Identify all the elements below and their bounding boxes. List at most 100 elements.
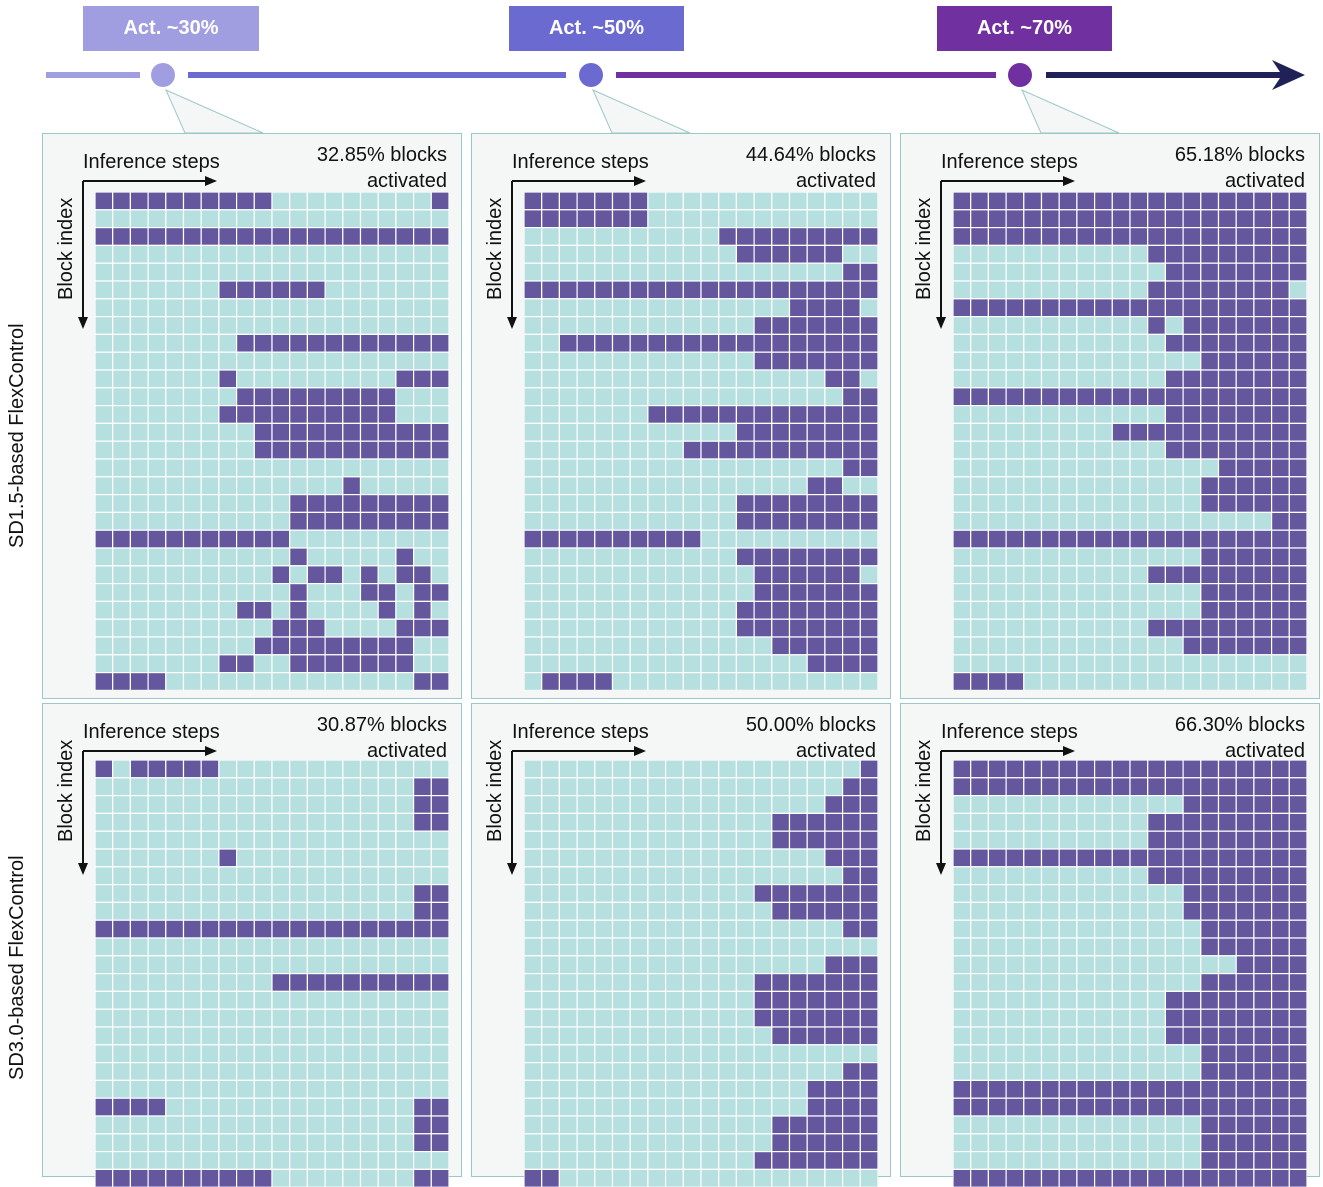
grid-cell [413, 1026, 432, 1046]
grid-cell [682, 1079, 702, 1099]
grid-cell [253, 1079, 273, 1099]
grid-cell [788, 1115, 808, 1135]
grid-cell [289, 600, 308, 620]
grid-cell [430, 192, 449, 211]
grid-cell [824, 1008, 844, 1028]
grid-cell [842, 937, 861, 957]
grid-cell [430, 1062, 449, 1082]
grid-cell [306, 529, 326, 549]
grid-cell [1076, 901, 1096, 921]
grid-cell [629, 636, 649, 656]
grid-cell [718, 192, 737, 211]
grid-cell [842, 547, 861, 567]
grid-cell [806, 600, 826, 620]
grid-cell [970, 990, 990, 1010]
grid-cell [735, 1044, 755, 1064]
grid-cell [753, 476, 773, 496]
grid-cell [1023, 458, 1043, 478]
grid-cell [1005, 440, 1025, 460]
grid-cell [129, 262, 149, 282]
axis-arrows [507, 746, 646, 875]
grid-cell [289, 351, 308, 371]
grid-cell [95, 618, 114, 638]
grid-cell [987, 226, 1007, 246]
grid-cell [735, 333, 755, 353]
grid-cell [842, 565, 861, 585]
grid-cell [182, 1151, 202, 1171]
grid-cell [1271, 883, 1290, 903]
grid-cell [1058, 1008, 1078, 1028]
grid-cell [1111, 405, 1131, 425]
grid-cell [682, 919, 702, 939]
grid-cell [970, 1079, 990, 1099]
grid-cell [218, 1168, 238, 1187]
grid-cell [165, 315, 185, 335]
grid-cell [253, 955, 273, 975]
grid-cell [629, 1026, 649, 1046]
grid-cell [342, 315, 362, 335]
grid-cell [629, 476, 649, 496]
grid-cell [700, 973, 720, 993]
grid-cell [1111, 511, 1131, 531]
grid-cell [413, 298, 432, 318]
grid-cell [1023, 244, 1043, 264]
grid-cell [395, 1115, 415, 1135]
grid-cell [1111, 387, 1131, 407]
grid-cell [147, 440, 167, 460]
grid-cell [524, 583, 543, 603]
grid-cell [611, 654, 631, 674]
grid-cell [1111, 262, 1131, 282]
grid-cell [395, 565, 415, 585]
grid-cell [236, 883, 255, 903]
grid-cell [324, 192, 344, 211]
grid-cell [629, 955, 649, 975]
grid-cell [1040, 1008, 1060, 1028]
grid-cell [788, 1026, 808, 1046]
grid-cell [1129, 866, 1149, 886]
grid-cell [806, 618, 826, 638]
grid-cell [1235, 1133, 1255, 1153]
grid-cell [953, 387, 972, 407]
grid-cell [129, 600, 149, 620]
grid-cell [611, 333, 631, 353]
grid-cell [112, 583, 132, 603]
grid-cell [395, 387, 415, 407]
grid-cell [970, 636, 990, 656]
grid-cell [1023, 1097, 1043, 1117]
grid-cell [236, 973, 255, 993]
grid-cell [576, 618, 596, 638]
grid-cell [253, 298, 273, 318]
grid-cell [306, 866, 326, 886]
grid-cell [665, 440, 684, 460]
grid-cell [859, 919, 878, 939]
grid-cell [271, 600, 291, 620]
grid-cell [413, 618, 432, 638]
grid-cell [1040, 280, 1060, 300]
grid-cell [753, 565, 773, 585]
grid-cell [1040, 511, 1060, 531]
grid-cell [1023, 226, 1043, 246]
grid-cell [129, 1097, 149, 1117]
grid-cell [558, 244, 578, 264]
grid-cell [430, 405, 449, 425]
grid-cell [1111, 636, 1131, 656]
grid-cell [987, 333, 1007, 353]
grid-cell [665, 1062, 684, 1082]
grid-cell [413, 315, 432, 335]
grid-cell [342, 565, 362, 585]
grid-cell [665, 280, 684, 300]
grid-cell [413, 192, 432, 211]
grid-cell [842, 794, 861, 814]
grid-cell [629, 547, 649, 567]
grid-cell [324, 848, 344, 868]
grid-cell [859, 955, 878, 975]
grid-cell [95, 636, 114, 656]
grid-cell [1040, 812, 1060, 832]
grid-cell [1076, 226, 1096, 246]
grid-cell [200, 1044, 220, 1064]
grid-cell [824, 1062, 844, 1082]
grid-cell [200, 1008, 220, 1028]
grid-cell [306, 369, 326, 389]
grid-cell [788, 583, 808, 603]
grid-cell [1147, 280, 1166, 300]
